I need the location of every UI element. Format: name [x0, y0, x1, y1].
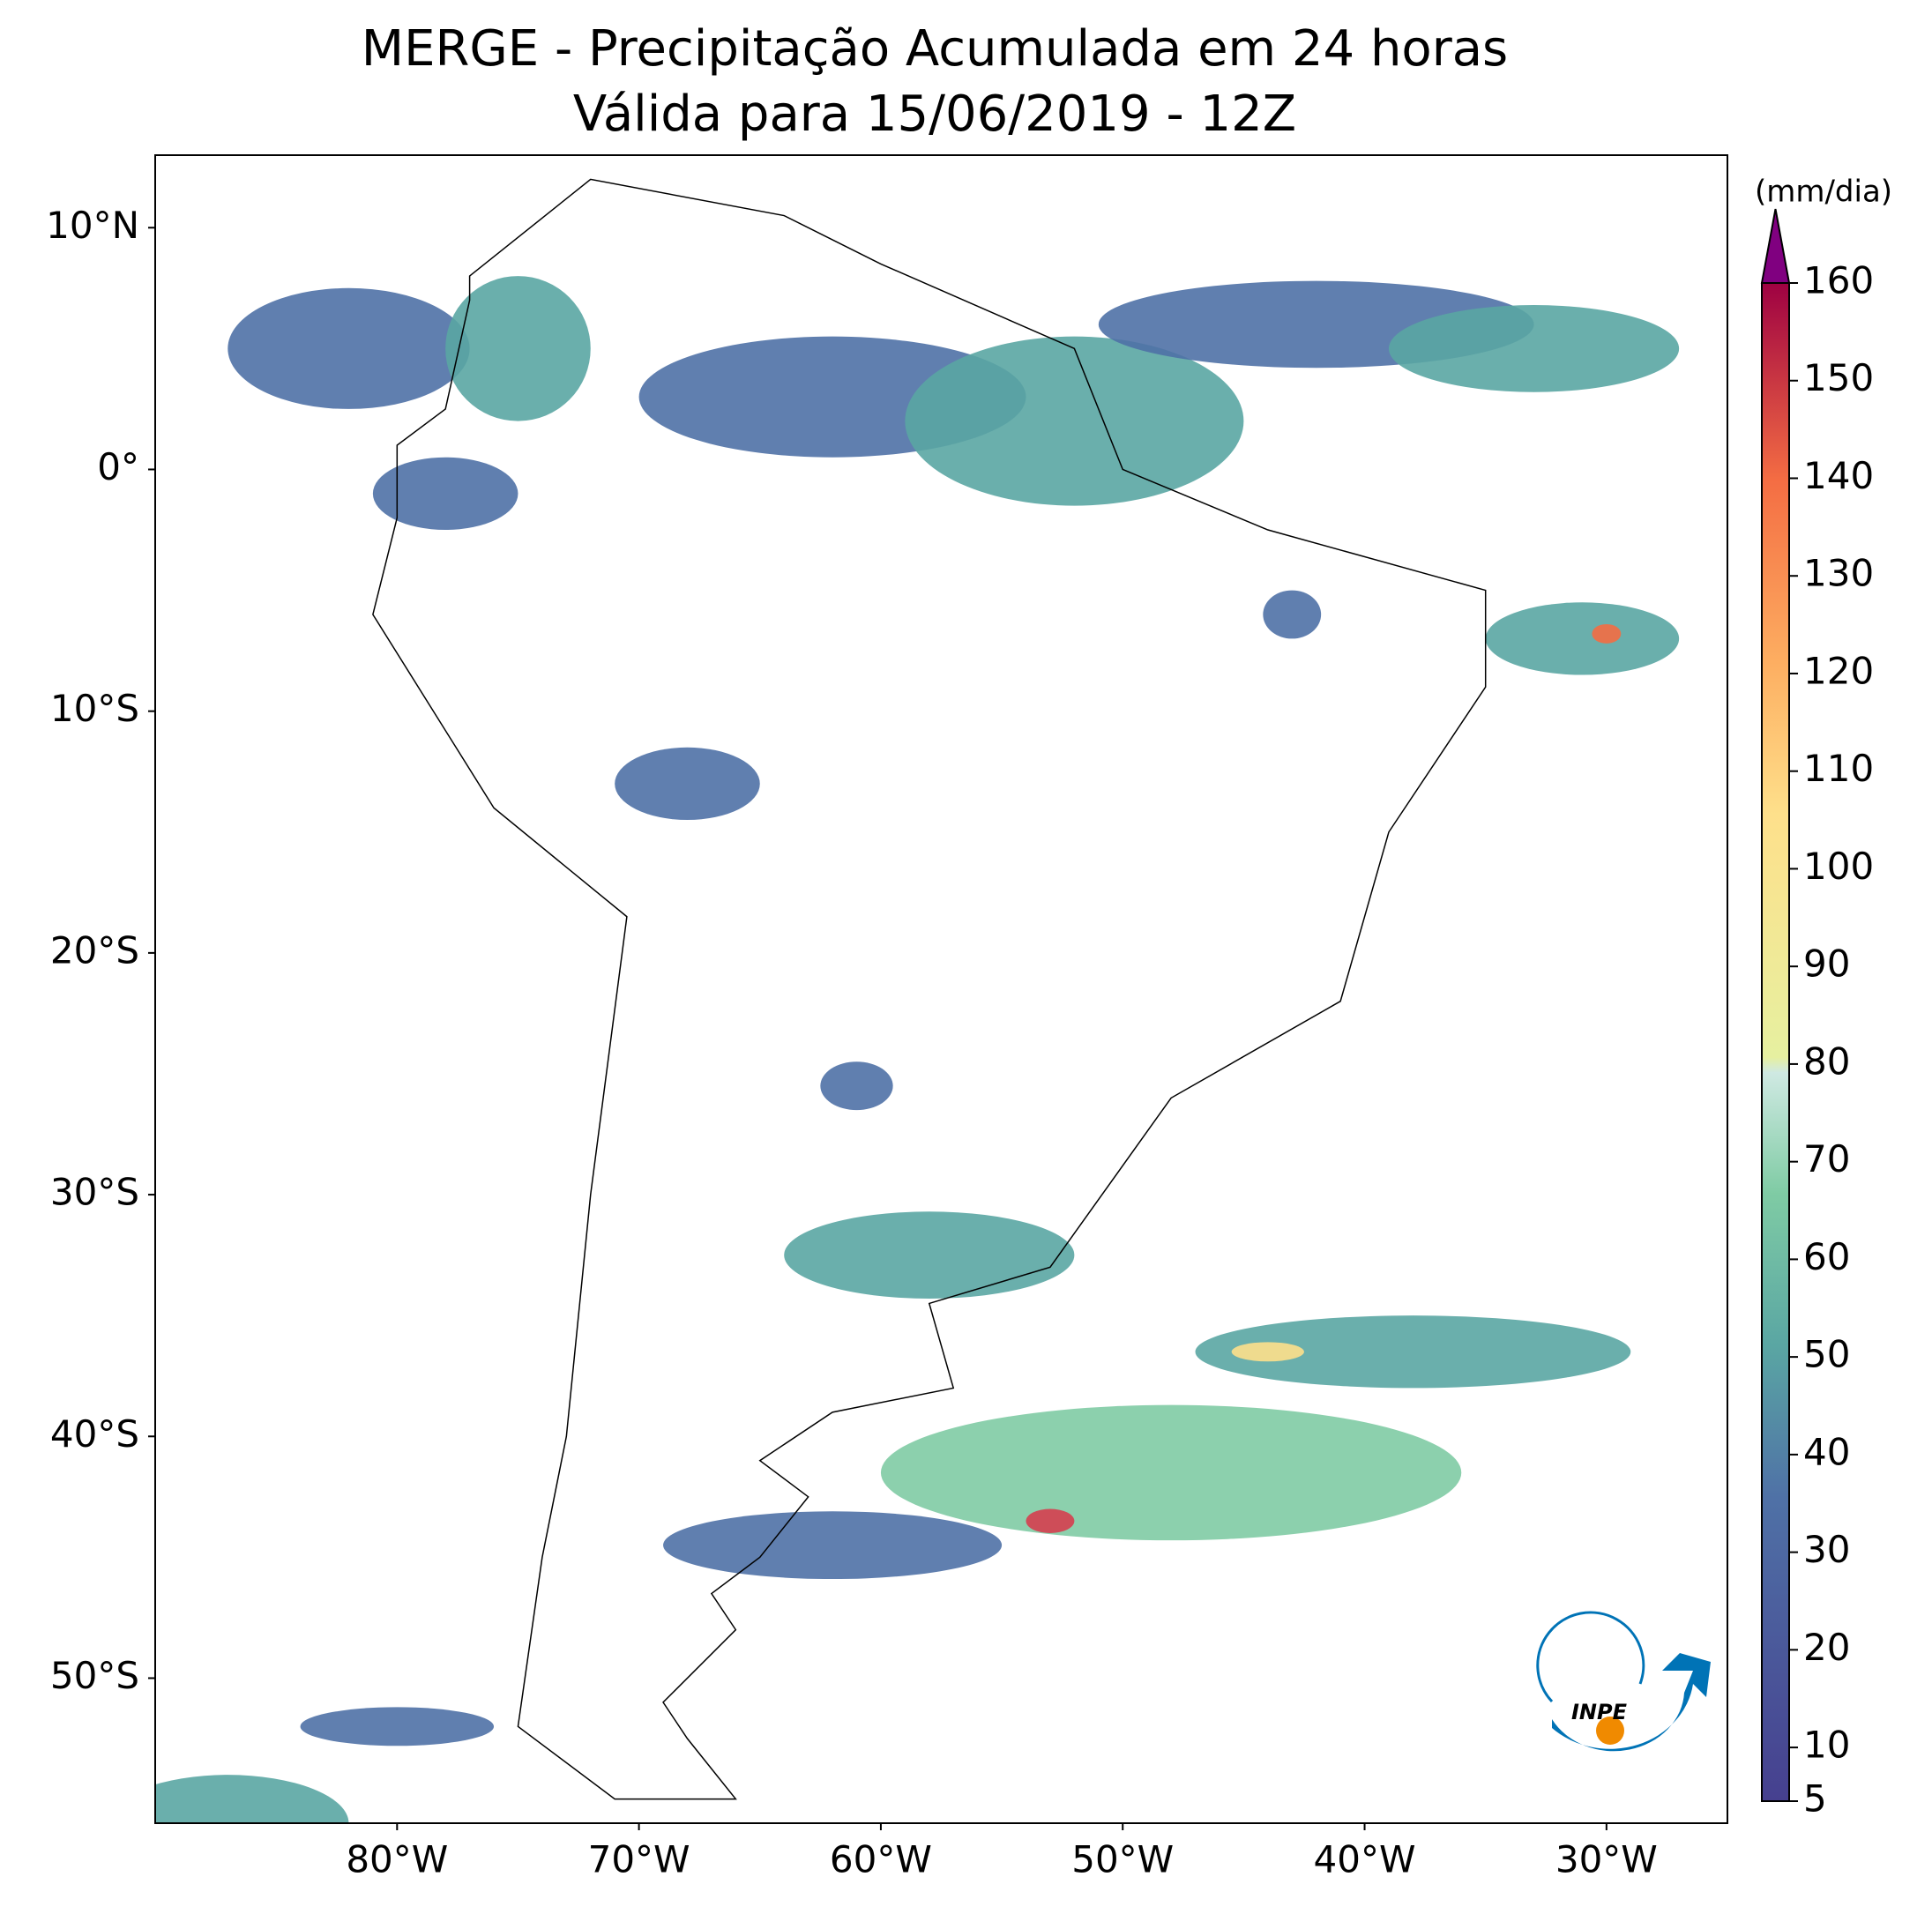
- precipitation-area: [880, 1404, 1462, 1541]
- precipitation-area: [1388, 305, 1680, 392]
- colorbar-tick-label: 150: [1803, 356, 1874, 399]
- lat-tick-label: 10°N: [46, 204, 139, 247]
- lon-tick-label: 60°W: [830, 1838, 932, 1881]
- precipitation-area: [445, 276, 591, 421]
- colorbar-tick-label: 40: [1803, 1430, 1850, 1473]
- lon-tick-label: 30°W: [1555, 1838, 1658, 1881]
- precipitation-area: [905, 336, 1244, 506]
- precipitation-area: [820, 1061, 893, 1111]
- subtitle: Válida para 15/06/2019 - 12Z: [573, 86, 1296, 143]
- map-area: [155, 178, 1680, 1823]
- colorbar-tick-label: 120: [1803, 649, 1874, 692]
- precipitation-area: [1263, 590, 1322, 639]
- precipitation-area: [155, 1775, 349, 1823]
- colorbar-label: (mm/dia): [1755, 175, 1892, 210]
- logo-ring: [1536, 1611, 1645, 1703]
- colorbar-tick-label: 20: [1803, 1626, 1850, 1669]
- colorbar-tick-label: 10: [1803, 1724, 1850, 1767]
- precipitation-area: [1231, 1342, 1304, 1362]
- precipitation-area: [1592, 623, 1622, 644]
- colorbar-tick-label: 70: [1803, 1137, 1850, 1180]
- colorbar-tick-label: 80: [1803, 1039, 1850, 1083]
- colorbar-tick-label: 30: [1803, 1528, 1850, 1571]
- lon-tick-label: 80°W: [346, 1838, 448, 1881]
- precipitation-area: [1195, 1315, 1631, 1389]
- title: MERGE - Precipitação Acumulada em 24 hor…: [362, 20, 1508, 78]
- precipitation-area: [372, 457, 518, 531]
- colorbar-tick-label: 140: [1803, 454, 1874, 497]
- colorbar-tick-label: 160: [1803, 259, 1874, 302]
- colorbar-tick-label: 130: [1803, 552, 1874, 595]
- precipitation-area: [1485, 602, 1680, 675]
- precipitation-area: [228, 287, 470, 409]
- lat-tick-label: 30°S: [50, 1171, 139, 1214]
- lat-tick-label: 40°S: [50, 1412, 139, 1456]
- colorbar-tick-label: 110: [1803, 747, 1874, 790]
- colorbar-tick-label: 60: [1803, 1235, 1850, 1278]
- lat-tick-label: 10°S: [50, 687, 139, 730]
- lat-tick-label: 20°S: [50, 928, 139, 972]
- precipitation-area: [300, 1707, 495, 1746]
- logo-text: INPE: [1571, 1700, 1628, 1724]
- colorbar-tick-label: 50: [1803, 1333, 1850, 1376]
- lon-tick-label: 50°W: [1071, 1838, 1174, 1881]
- lon-tick-label: 40°W: [1314, 1838, 1416, 1881]
- map-frame: [154, 154, 1728, 1824]
- lat-tick-label: 0°: [97, 445, 139, 488]
- colorbar-tick-label: 100: [1803, 845, 1874, 888]
- coastline: [372, 178, 1487, 1800]
- precipitation-area: [1026, 1508, 1075, 1533]
- lon-tick-label: 70°W: [588, 1838, 690, 1881]
- colorbar: [1761, 282, 1790, 1802]
- colorbar-extend: [1760, 208, 1791, 284]
- precipitation-area: [663, 1511, 1003, 1580]
- logo-arrow: [1552, 1653, 1711, 1752]
- colorbar-tick-label: 5: [1803, 1777, 1827, 1821]
- colorbar-tick-label: 90: [1803, 942, 1850, 986]
- logo: INPE: [1536, 1611, 1711, 1752]
- logo-dot: [1596, 1717, 1624, 1745]
- precipitation-area: [615, 747, 760, 821]
- precipitation-area: [784, 1211, 1075, 1299]
- lat-tick-label: 50°S: [50, 1654, 139, 1697]
